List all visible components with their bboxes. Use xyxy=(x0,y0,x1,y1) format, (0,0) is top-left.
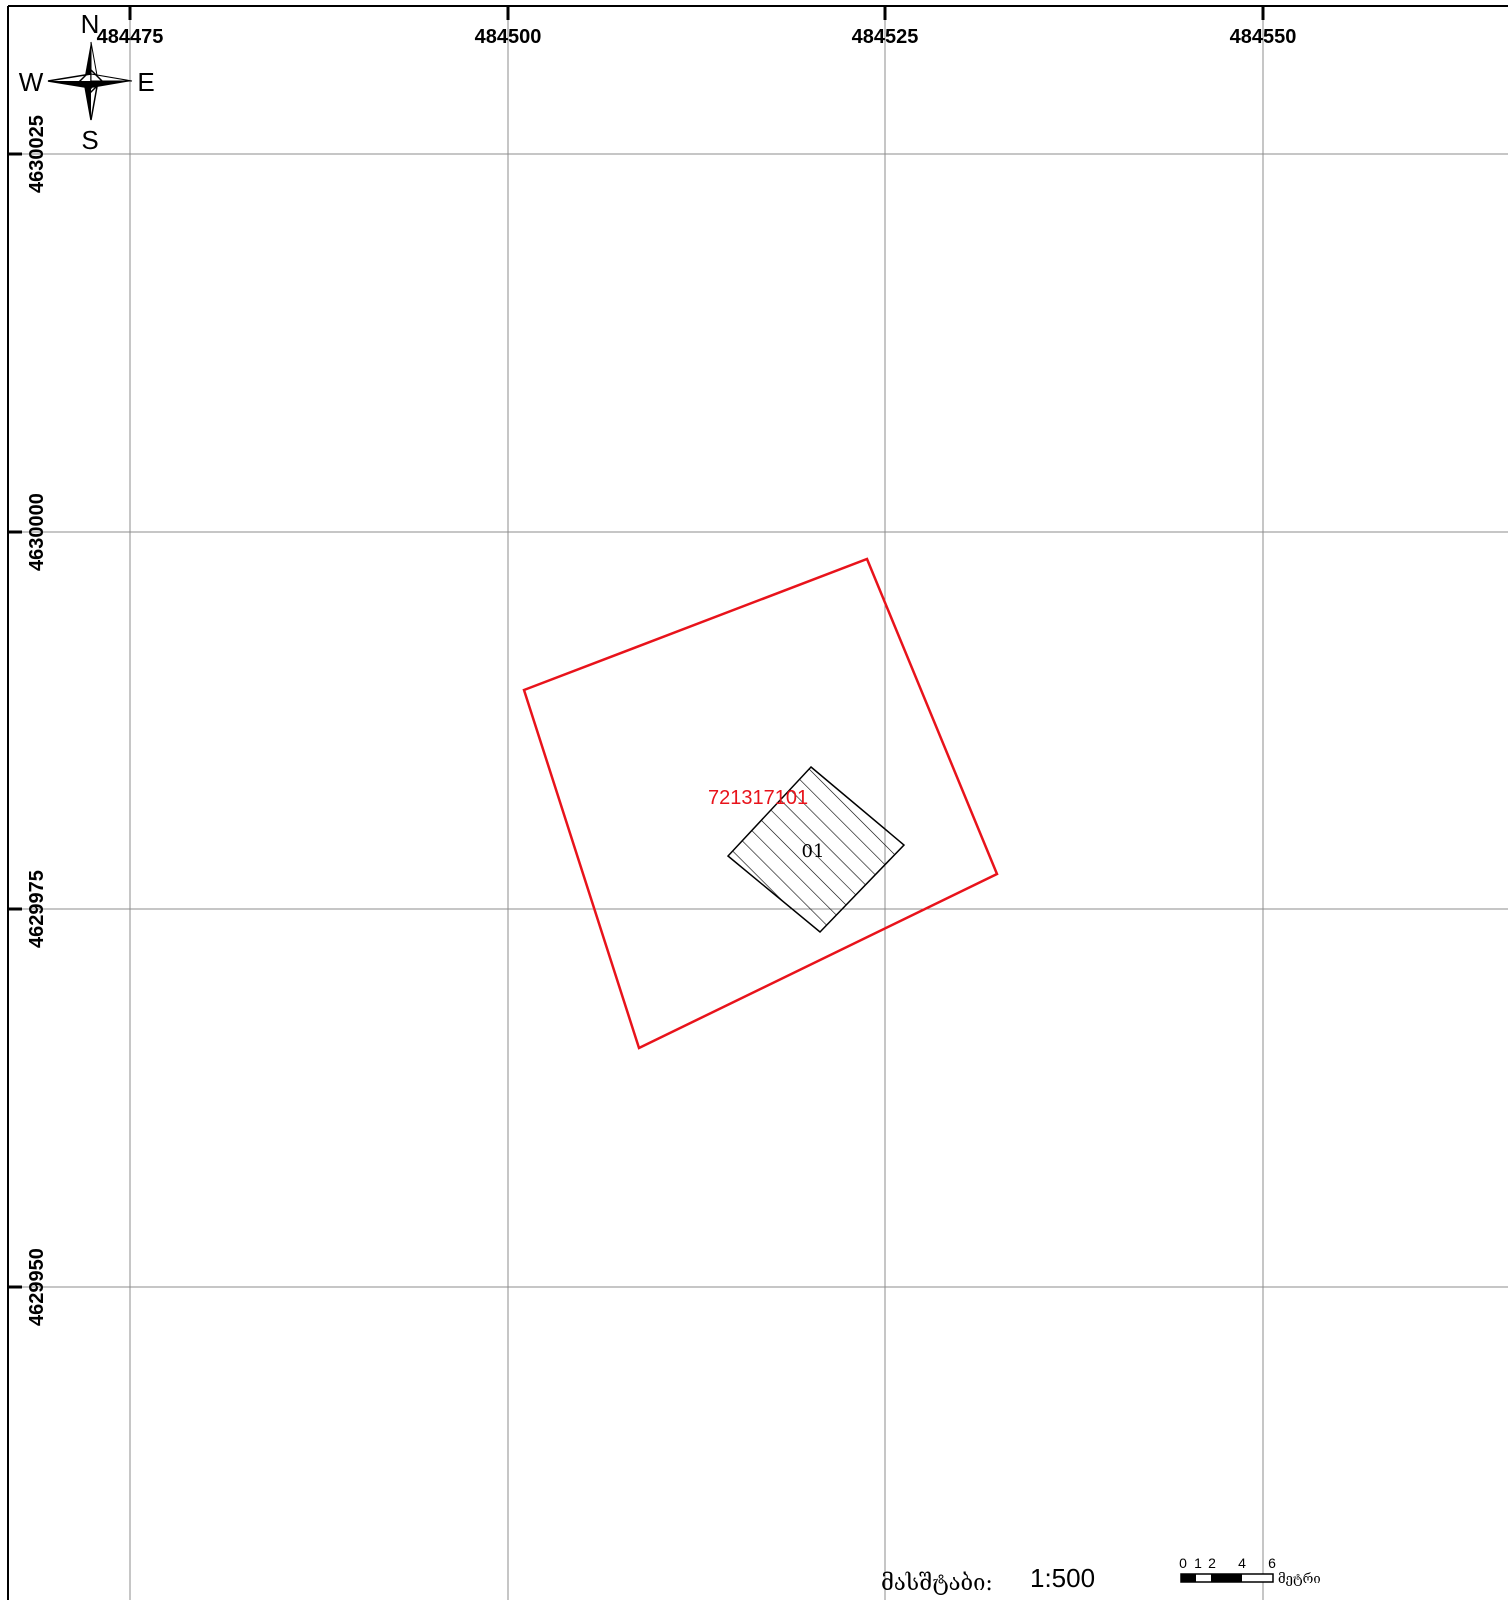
northing-label: 4630025 xyxy=(26,115,48,193)
parcel-boundary[interactable] xyxy=(522,557,999,1050)
scale-caption: მასშტაბი: xyxy=(881,1571,993,1596)
scale-bar xyxy=(1180,1573,1274,1583)
easting-label: 484525 xyxy=(852,26,919,48)
northing-label: 4629950 xyxy=(26,1248,48,1326)
scale-ratio: 1:500 xyxy=(1030,1563,1095,1593)
parcel-id-label: 721317101 xyxy=(708,787,808,809)
easting-label: 484475 xyxy=(97,26,164,48)
scale-bar-tick-label: 0 xyxy=(1179,1555,1187,1571)
easting-grid-lines xyxy=(129,6,1264,1600)
scale-bar-tick-label: 6 xyxy=(1268,1555,1276,1571)
compass-north-label: N xyxy=(81,9,100,39)
scale-bar-tick-label: 4 xyxy=(1238,1555,1246,1571)
compass-south-label: S xyxy=(81,125,98,155)
building-footprint[interactable] xyxy=(726,765,906,934)
compass-west-label: W xyxy=(19,67,44,97)
scale-bar-tick-label: 2 xyxy=(1208,1555,1216,1571)
compass-east-label: E xyxy=(137,67,154,97)
northing-label: 4630000 xyxy=(26,493,48,571)
frame-ticks xyxy=(8,6,1265,1289)
easting-label: 484500 xyxy=(475,26,542,48)
scale-bar-tick-label: 1 xyxy=(1194,1555,1202,1571)
easting-label: 484550 xyxy=(1230,26,1297,48)
scale-bar-unit: მეტრი xyxy=(1278,1572,1321,1587)
northing-grid-lines xyxy=(8,153,1508,1288)
compass-rose-icon xyxy=(47,41,133,121)
building-id-label: 01 xyxy=(802,841,825,862)
northing-label: 4629975 xyxy=(26,870,48,948)
